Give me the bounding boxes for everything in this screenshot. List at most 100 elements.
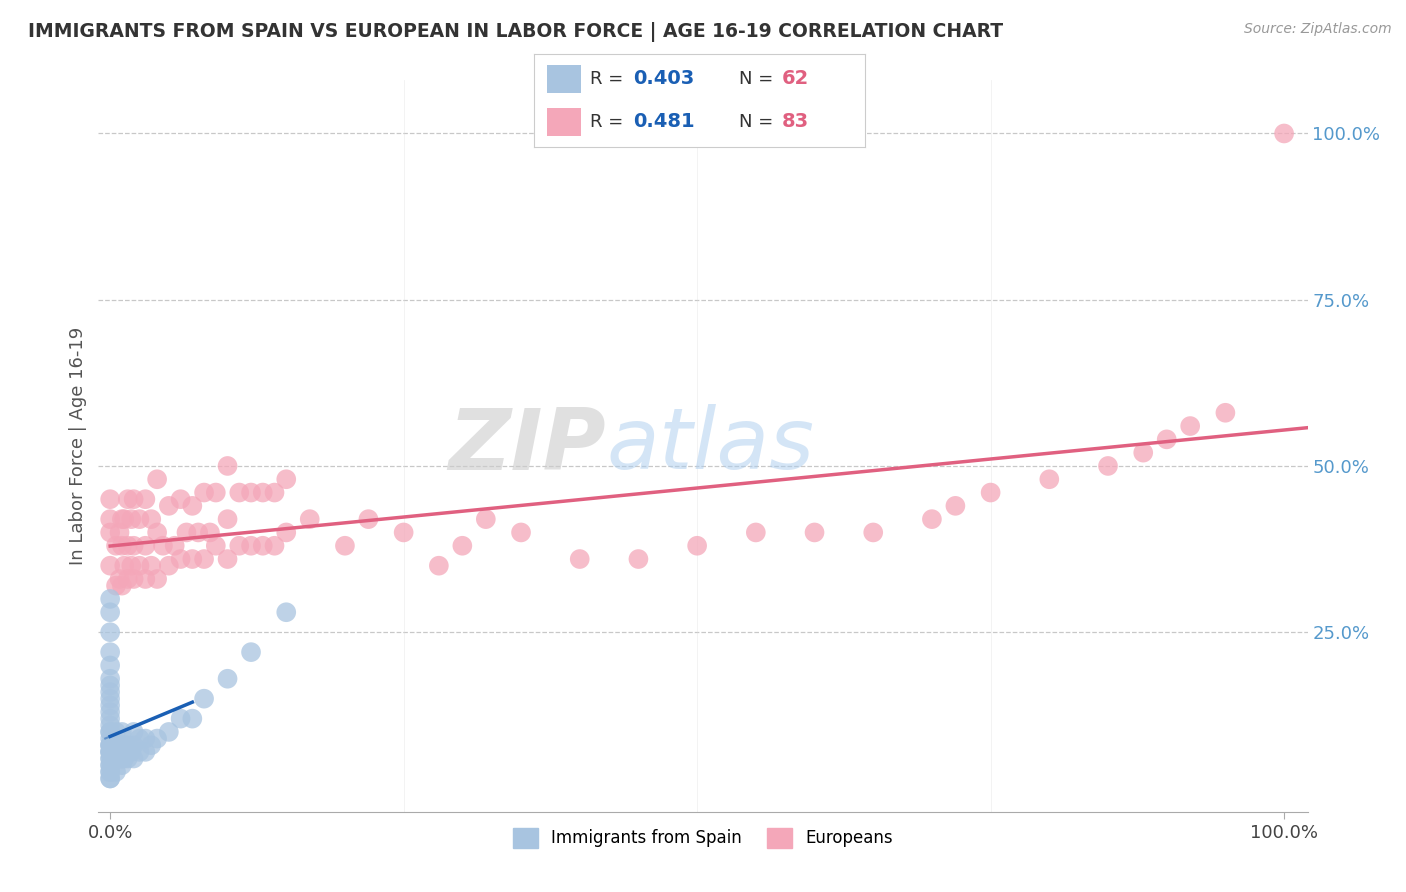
Point [98, 678, 121, 692]
Point [686, 539, 709, 553]
Point [198, 525, 221, 540]
Y-axis label: In Labor Force | Age 16-19: In Labor Force | Age 16-19 [69, 326, 87, 566]
Point [122, 572, 145, 586]
Text: ZIP: ZIP [449, 404, 606, 488]
Text: atlas: atlas [606, 404, 814, 488]
Point [98, 698, 121, 713]
Point [112, 558, 135, 573]
Point [134, 572, 156, 586]
Point [128, 731, 150, 746]
Point [980, 485, 1002, 500]
Point [98, 512, 121, 526]
Point [152, 539, 174, 553]
Point [98, 738, 121, 752]
Point [112, 751, 135, 765]
FancyBboxPatch shape [547, 65, 581, 93]
Point [122, 492, 145, 507]
Point [120, 512, 142, 526]
Point [120, 745, 142, 759]
Point [263, 485, 285, 500]
Point [141, 512, 163, 526]
Point [1180, 419, 1202, 434]
Point [276, 525, 298, 540]
Point [98, 764, 121, 779]
Point [745, 525, 768, 540]
Point [98, 725, 121, 739]
Point [217, 552, 239, 566]
Point [921, 512, 943, 526]
Point [105, 579, 128, 593]
Point [105, 738, 128, 752]
Point [392, 525, 415, 540]
Point [105, 539, 128, 553]
Point [98, 591, 121, 606]
Point [111, 725, 134, 739]
Point [1038, 472, 1060, 486]
Point [146, 572, 169, 586]
Point [1215, 406, 1237, 420]
Point [357, 512, 380, 526]
Point [252, 485, 274, 500]
Text: 83: 83 [782, 112, 810, 131]
Text: R =: R = [591, 70, 624, 87]
Point [1097, 458, 1119, 473]
Point [98, 772, 121, 786]
Point [141, 558, 163, 573]
Point [111, 738, 134, 752]
Point [217, 672, 239, 686]
Point [157, 725, 180, 739]
Point [134, 731, 156, 746]
Point [117, 492, 139, 507]
Point [204, 539, 226, 553]
Point [112, 512, 135, 526]
Point [98, 745, 121, 759]
Point [128, 745, 150, 759]
Point [112, 738, 135, 752]
FancyBboxPatch shape [547, 108, 581, 136]
Point [134, 492, 156, 507]
Point [98, 738, 121, 752]
Point [122, 751, 145, 765]
Point [98, 718, 121, 732]
Point [98, 492, 121, 507]
Point [181, 712, 204, 726]
Point [510, 525, 533, 540]
Point [120, 558, 142, 573]
Point [240, 539, 263, 553]
Point [803, 525, 825, 540]
Point [217, 458, 239, 473]
Text: 0.403: 0.403 [633, 70, 695, 88]
Point [134, 539, 156, 553]
Point [117, 539, 139, 553]
Point [193, 485, 215, 500]
Point [105, 751, 128, 765]
Point [111, 512, 134, 526]
Text: 0.481: 0.481 [633, 112, 695, 131]
Text: R =: R = [591, 113, 624, 131]
Point [98, 525, 121, 540]
Text: IMMIGRANTS FROM SPAIN VS EUROPEAN IN LABOR FORCE | AGE 16-19 CORRELATION CHART: IMMIGRANTS FROM SPAIN VS EUROPEAN IN LAB… [28, 22, 1004, 42]
Text: Source: ZipAtlas.com: Source: ZipAtlas.com [1244, 22, 1392, 37]
Point [141, 738, 163, 752]
Point [240, 645, 263, 659]
Point [108, 572, 131, 586]
Point [157, 558, 180, 573]
Point [193, 691, 215, 706]
Point [111, 539, 134, 553]
Point [169, 492, 191, 507]
Point [276, 472, 298, 486]
Point [122, 738, 145, 752]
Text: N =: N = [740, 113, 773, 131]
Legend: Immigrants from Spain, Europeans: Immigrants from Spain, Europeans [506, 821, 900, 855]
Point [217, 512, 239, 526]
Point [117, 572, 139, 586]
Point [862, 525, 884, 540]
Point [627, 552, 650, 566]
Point [276, 605, 298, 619]
Point [98, 751, 121, 765]
Point [98, 725, 121, 739]
Point [98, 772, 121, 786]
Point [98, 745, 121, 759]
Point [451, 539, 474, 553]
Point [122, 539, 145, 553]
